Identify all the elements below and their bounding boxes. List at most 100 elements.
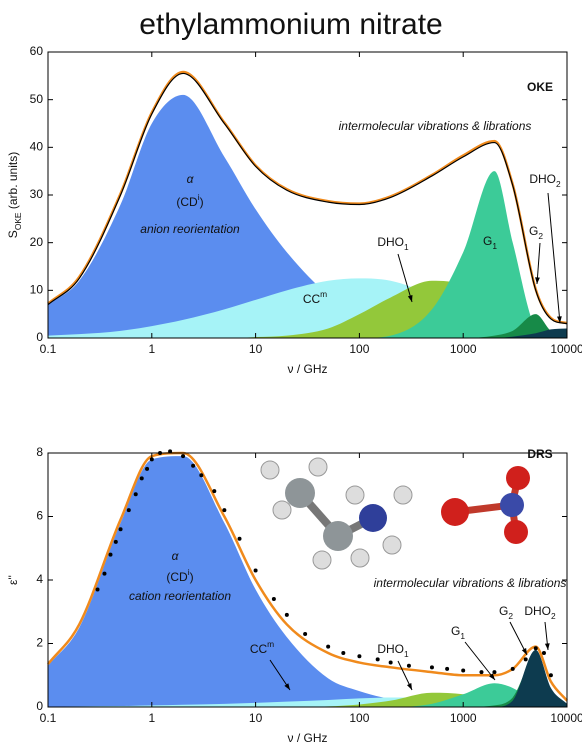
x-tick-label: 10 (249, 711, 263, 725)
component-label-text: G (483, 234, 492, 248)
data-point (357, 654, 361, 658)
component-label: DHO1 (377, 235, 409, 252)
x-axis-label: ν / GHz (287, 731, 327, 745)
data-point (326, 645, 330, 649)
x-tick-label: 1000 (450, 342, 477, 356)
data-point (199, 473, 203, 477)
x-tick-label: 0.1 (40, 342, 57, 356)
component-label-sub: 2 (508, 611, 513, 621)
y-tick-label: 4 (36, 572, 43, 586)
arrow-head (407, 683, 412, 690)
component-label-text: G (529, 224, 538, 238)
component-label: G1 (451, 624, 465, 641)
annotation-text: cation reorientation (129, 589, 231, 603)
y-tick-label: 20 (30, 235, 44, 249)
y-axis-label-sub: OKE (13, 212, 23, 230)
panel-subtitle: intermolecular vibrations & librations (374, 576, 567, 590)
molecule-nitrate (441, 466, 530, 544)
data-point (534, 646, 538, 650)
component-label-sub: 2 (551, 611, 556, 621)
data-point (238, 537, 242, 541)
annotation-text: anion reorientation (140, 222, 240, 236)
data-point (191, 464, 195, 468)
data-point (254, 568, 258, 572)
data-point (96, 588, 100, 592)
data-point (145, 467, 149, 471)
component-label: α (172, 549, 180, 563)
data-point (285, 613, 289, 617)
molecule-ethylammonium (261, 458, 412, 569)
component-label-text: CC (303, 292, 321, 306)
x-tick-label: 10000 (550, 342, 582, 356)
component-label-text: DHO (524, 604, 551, 618)
figure: ethylammonium nitrate 01020304050600.111… (0, 0, 582, 746)
data-point (272, 597, 276, 601)
component-label-sup: m (320, 289, 327, 299)
data-point (212, 489, 216, 493)
data-point (181, 454, 185, 458)
component-label-sub: 2 (556, 179, 561, 189)
data-point (511, 667, 515, 671)
panel-label: DRS (527, 447, 552, 461)
component-label-text: DHO (377, 235, 404, 249)
data-point (341, 651, 345, 655)
component-label-text: DHO (529, 172, 556, 186)
y-tick-label: 2 (36, 636, 43, 650)
component-label-text: G (451, 624, 460, 638)
y-tick-label: 30 (30, 187, 44, 201)
data-point (134, 492, 138, 496)
component-label-text: α (187, 172, 195, 186)
panel-subtitle: intermolecular vibrations & librations (339, 119, 532, 133)
component-label: G2 (499, 604, 513, 621)
component-label-sub: 1 (404, 649, 409, 659)
component-label-sub: 1 (492, 241, 497, 251)
data-point (461, 668, 465, 672)
x-tick-label: 1000 (450, 711, 477, 725)
x-tick-label: 10000 (550, 711, 582, 725)
component-label-text: CC (250, 642, 268, 656)
component-label-sup: m (267, 639, 274, 649)
component-label-text: DHO (377, 642, 404, 656)
data-point (492, 670, 496, 674)
component-label-text: G (499, 604, 508, 618)
x-tick-label: 0.1 (40, 711, 57, 725)
annotation: anion reorientation (140, 222, 240, 236)
y-tick-label: 8 (36, 445, 43, 459)
x-tick-label: 100 (349, 711, 369, 725)
annotation: cation reorientation (129, 589, 231, 603)
data-point (479, 670, 483, 674)
y-tick-label: 40 (30, 140, 44, 154)
y-tick-label: 6 (36, 509, 43, 523)
data-point (524, 657, 528, 661)
y-axis-label-after: (arb. units) (6, 152, 20, 213)
component-label-sub: 2 (538, 231, 543, 241)
data-point (127, 508, 131, 512)
page-title: ethylammonium nitrate (139, 8, 442, 41)
annotation: (CDi) (166, 567, 193, 584)
data-point (119, 527, 123, 531)
annotation: (CDi) (176, 192, 203, 209)
y-tick-label: 50 (30, 92, 44, 106)
data-point (140, 476, 144, 480)
data-point (376, 657, 380, 661)
arrow-head (545, 643, 550, 650)
component-label: DHO1 (377, 642, 409, 659)
component-label: DHO2 (529, 172, 561, 189)
data-point (445, 667, 449, 671)
annotation-after: ) (190, 570, 194, 584)
y-tick-label: 60 (30, 44, 44, 58)
component-label: DHO2 (524, 604, 556, 621)
annotation-text: (CD (166, 570, 188, 584)
component-label-sub: 1 (404, 242, 409, 252)
data-point (407, 664, 411, 668)
y-axis-label: ε'' (6, 575, 20, 585)
y-axis-label-text: ε'' (6, 575, 20, 585)
component-label: α (187, 172, 195, 186)
x-axis-label: ν / GHz (287, 362, 327, 376)
data-point (102, 572, 106, 576)
component-label-text: α (172, 549, 180, 563)
component-label: G2 (529, 224, 543, 241)
component-label-sub: 1 (460, 631, 465, 641)
data-point (389, 661, 393, 665)
arrow (548, 193, 560, 323)
